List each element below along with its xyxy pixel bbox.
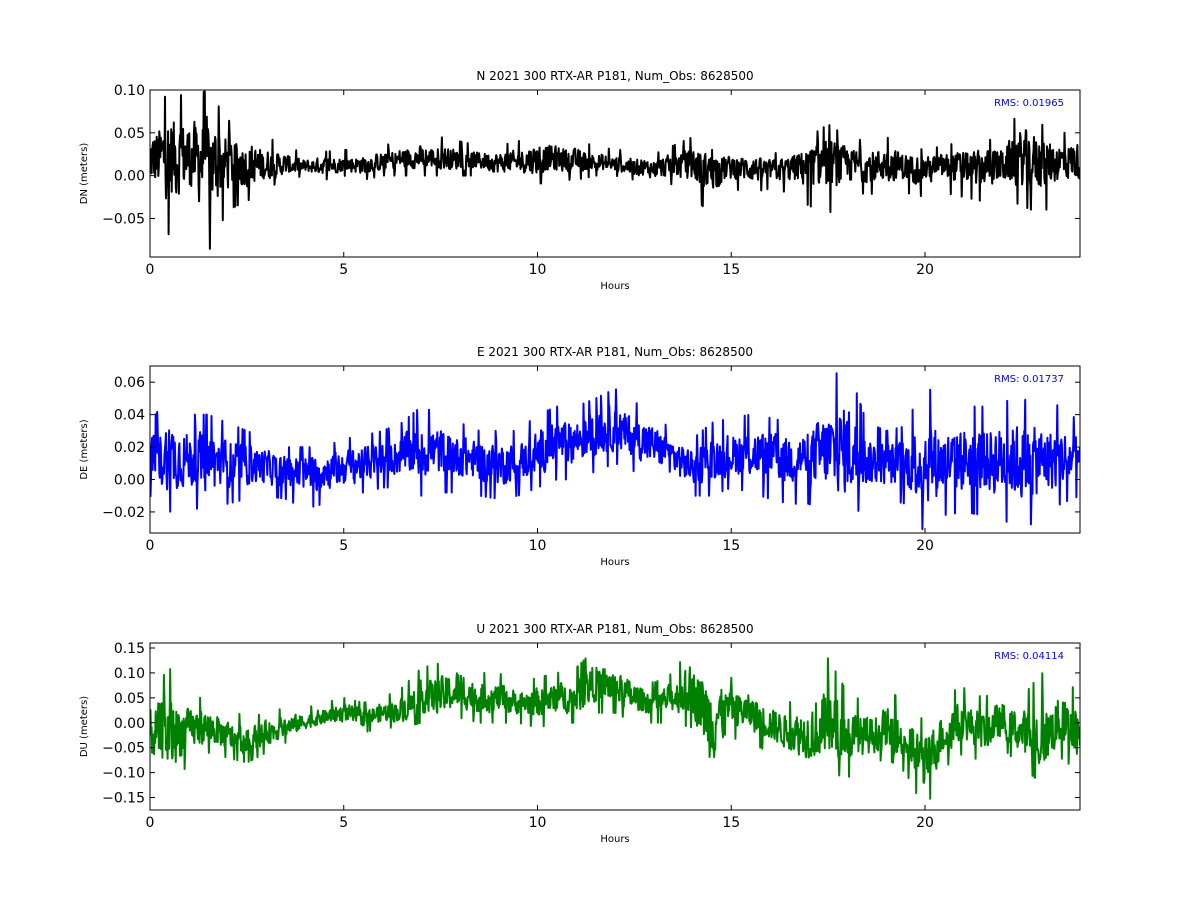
y-axis-label-u: DU (meters)	[79, 696, 90, 757]
x-tick-label-n-2: 10	[529, 262, 547, 278]
x-tick-label-n-3: 15	[722, 262, 740, 278]
x-tick-label-n-1: 5	[339, 262, 348, 278]
x-axis-label-u: Hours	[600, 834, 629, 845]
x-axis-label-n: Hours	[600, 281, 629, 292]
x-tick-label-e-2: 10	[529, 538, 547, 554]
x-tick-label-u-1: 5	[339, 815, 348, 831]
x-tick-label-u-3: 15	[722, 815, 740, 831]
y-tick-label-u-2: −0.05	[102, 741, 145, 757]
x-tick-label-n-4: 20	[916, 262, 934, 278]
y-tick-label-e-0: −0.02	[102, 505, 145, 521]
y-tick-label-u-6: 0.15	[114, 641, 145, 657]
y-tick-label-u-1: −0.10	[102, 766, 145, 782]
panel-n: 0 5 10 15 20 −0.05 0.00 0.05 0.10 N 2021 300 RTX-…	[79, 69, 1081, 292]
y-tick-label-e-1: 0.00	[114, 472, 145, 488]
x-tick-label-e-4: 20	[916, 538, 934, 554]
y-tick-label-e-3: 0.04	[114, 408, 145, 424]
y-tick-label-n-2: 0.05	[114, 126, 145, 142]
axes-frame-n	[149, 89, 1081, 258]
y-tick-label-n-1: 0.00	[114, 169, 145, 185]
x-axis-label-e: Hours	[600, 557, 629, 568]
y-tick-label-u-0: −0.15	[102, 791, 145, 807]
x-tick-label-e-3: 15	[722, 538, 740, 554]
x-tick-label-u-2: 10	[529, 815, 547, 831]
chart-title-e: E 2021 300 RTX-AR P181, Num_Obs: 8628500	[477, 345, 753, 359]
x-tick-label-e-0: 0	[146, 538, 155, 554]
y-tick-label-e-4: 0.06	[114, 375, 145, 391]
chart-title-n: N 2021 300 RTX-AR P181, Num_Obs: 8628500	[476, 69, 753, 83]
y-tick-label-u-4: 0.05	[114, 691, 145, 707]
rms-annotation-e: RMS: 0.01737	[994, 374, 1064, 385]
series-line-u	[150, 657, 1080, 800]
x-tick-label-u-4: 20	[916, 815, 934, 831]
series-line-e	[150, 372, 1080, 531]
y-tick-label-e-2: 0.02	[114, 440, 145, 456]
axes-frame-e	[149, 365, 1081, 534]
series-line-n	[150, 90, 1080, 250]
y-tick-label-u-5: 0.10	[114, 666, 145, 682]
x-tick-label-u-0: 0	[146, 815, 155, 831]
x-tick-label-e-1: 5	[339, 538, 348, 554]
panel-u: 0 5 10 15 20 −0.15 −0.10 −0.05 0.00 0.05 0.10 0.15 U…	[79, 622, 1081, 845]
y-tick-label-n-3: 0.10	[114, 83, 145, 99]
y-tick-label-u-3: 0.00	[114, 716, 145, 732]
rms-annotation-n: RMS: 0.01965	[994, 98, 1064, 109]
y-axis-label-e: DE (meters)	[79, 419, 90, 479]
chart-title-u: U 2021 300 RTX-AR P181, Num_Obs: 8628500	[476, 622, 753, 636]
axes-frame-u	[149, 642, 1081, 811]
y-axis-label-n: DN (meters)	[79, 143, 90, 205]
y-tick-label-n-0: −0.05	[102, 211, 145, 227]
rms-annotation-u: RMS: 0.04114	[994, 651, 1064, 662]
panel-e: 0 5 10 15 20 −0.02 0.00 0.02 0.04 0.06 E 2021 300 …	[79, 345, 1081, 568]
x-tick-label-n-0: 0	[146, 262, 155, 278]
